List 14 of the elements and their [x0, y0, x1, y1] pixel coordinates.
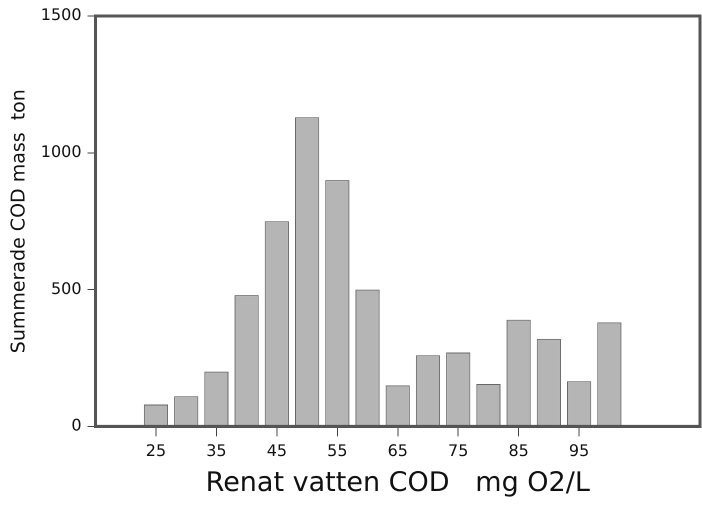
x-tick-label: 65 [388, 441, 408, 460]
y-tick-label: 1000 [40, 142, 82, 161]
x-tick-label: 45 [266, 441, 288, 460]
x-tick-label: 95 [568, 441, 590, 460]
y-tick-label: 0 [71, 416, 82, 435]
x-tick-label: 75 [448, 441, 468, 460]
x-axis-title: Renat vatten COD mg O2/L [206, 466, 590, 498]
y-tick-label: 1500 [40, 5, 82, 24]
x-tick-label: 25 [146, 441, 166, 460]
x-tick-label: 85 [508, 441, 529, 460]
y-tick-label: 500 [50, 278, 82, 298]
x-tick-label: 35 [206, 441, 227, 460]
x-tick-label: 55 [327, 441, 348, 460]
y-axis-title: Summerade COD mass ton [7, 89, 30, 354]
